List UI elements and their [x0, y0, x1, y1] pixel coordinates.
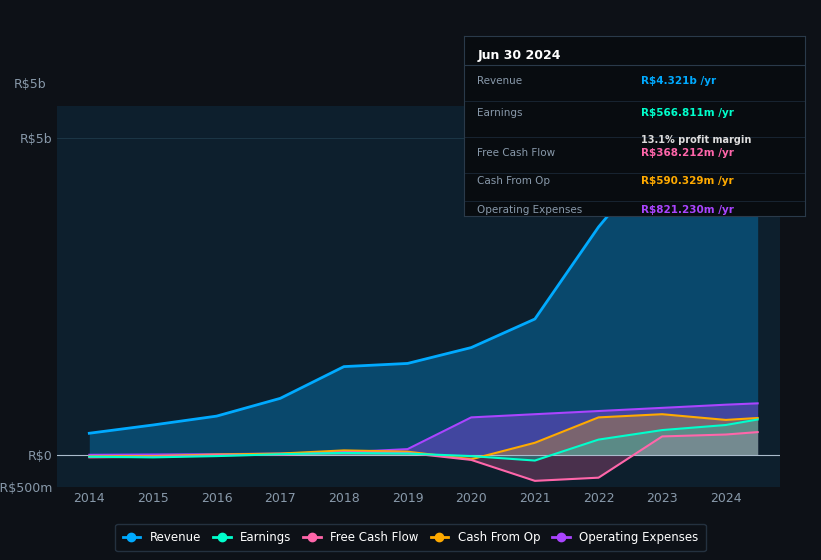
- Text: R$566.811m /yr: R$566.811m /yr: [641, 108, 734, 118]
- Text: R$590.329m /yr: R$590.329m /yr: [641, 176, 734, 186]
- Text: R$5b: R$5b: [14, 78, 47, 91]
- Text: R$821.230m /yr: R$821.230m /yr: [641, 205, 734, 215]
- Text: Operating Expenses: Operating Expenses: [478, 205, 583, 215]
- Text: Cash From Op: Cash From Op: [478, 176, 551, 186]
- Text: Earnings: Earnings: [478, 108, 523, 118]
- Text: Free Cash Flow: Free Cash Flow: [478, 147, 556, 157]
- Text: R$4.321b /yr: R$4.321b /yr: [641, 76, 716, 86]
- Text: 13.1% profit margin: 13.1% profit margin: [641, 135, 751, 145]
- Text: Revenue: Revenue: [478, 76, 523, 86]
- Text: Jun 30 2024: Jun 30 2024: [478, 49, 561, 62]
- Text: R$368.212m /yr: R$368.212m /yr: [641, 147, 734, 157]
- Legend: Revenue, Earnings, Free Cash Flow, Cash From Op, Operating Expenses: Revenue, Earnings, Free Cash Flow, Cash …: [116, 524, 705, 551]
